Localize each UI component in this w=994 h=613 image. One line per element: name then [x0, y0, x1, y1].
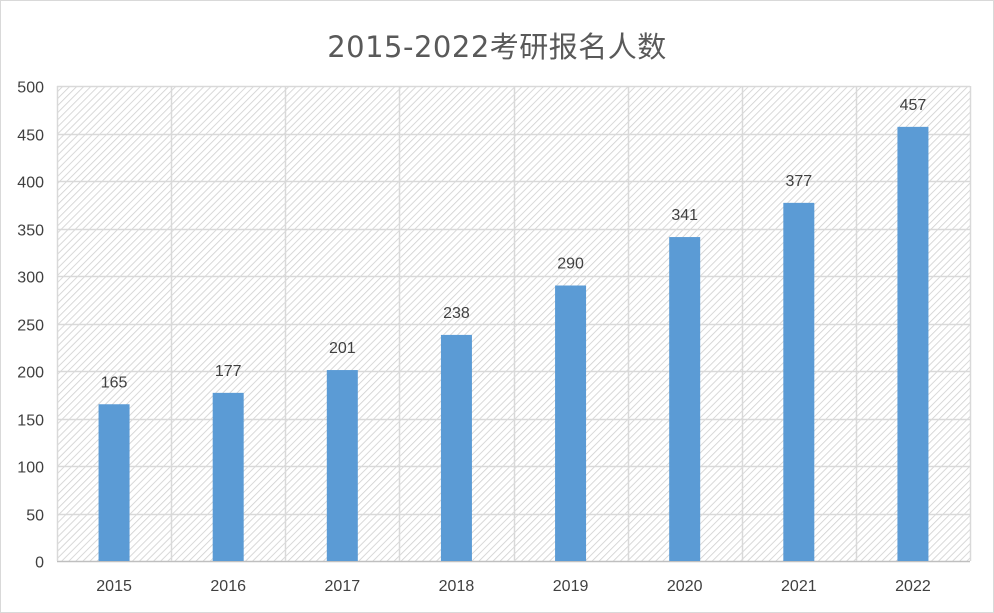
x-tick-label-2018: 2018 — [439, 578, 475, 595]
bar-2020 — [669, 237, 701, 562]
data-label-2022: 457 — [900, 97, 927, 114]
y-tick-label: 500 — [17, 80, 44, 97]
data-label-2018: 238 — [443, 305, 470, 322]
data-label-2015: 165 — [101, 374, 128, 391]
x-tick-label-2017: 2017 — [325, 578, 361, 595]
y-tick-label: 350 — [17, 223, 44, 240]
data-label-2016: 177 — [215, 363, 242, 380]
bar-2022 — [897, 126, 929, 561]
x-tick-label-2015: 2015 — [96, 578, 132, 595]
bar-2018 — [440, 334, 472, 561]
data-label-2020: 341 — [671, 207, 698, 224]
chart-title: 2015-2022考研报名人数 — [327, 30, 667, 64]
y-tick-label: 50 — [26, 508, 44, 525]
x-tick-label-2022: 2022 — [895, 578, 931, 595]
y-tick-label: 450 — [17, 128, 44, 145]
y-tick-label: 250 — [17, 318, 44, 335]
gridlines — [56, 85, 972, 563]
labels: 0 50 100 150 200 250 300 350 400 450 500 165 2015 177… — [17, 80, 931, 596]
x-tick-label-2019: 2019 — [553, 578, 589, 595]
x-tick-label-2016: 2016 — [210, 578, 246, 595]
x-tick-label-2020: 2020 — [667, 578, 703, 595]
data-label-2021: 377 — [785, 173, 812, 190]
plot-area — [57, 86, 970, 561]
bars — [98, 126, 929, 562]
data-label-2017: 201 — [329, 340, 356, 357]
y-tick-label: 0 — [35, 555, 44, 572]
y-tick-label: 150 — [17, 413, 44, 430]
y-tick-label: 200 — [17, 365, 44, 382]
data-label-2019: 290 — [557, 256, 584, 273]
y-tick-label: 100 — [17, 460, 44, 477]
bar-2021 — [783, 202, 815, 561]
bar-2016 — [212, 392, 244, 561]
bar-2017 — [326, 370, 358, 561]
y-tick-label: 300 — [17, 270, 44, 287]
bar-2015 — [98, 404, 130, 561]
y-tick-label: 400 — [17, 175, 44, 192]
x-tick-label-2021: 2021 — [781, 578, 817, 595]
bar-2019 — [555, 285, 587, 561]
